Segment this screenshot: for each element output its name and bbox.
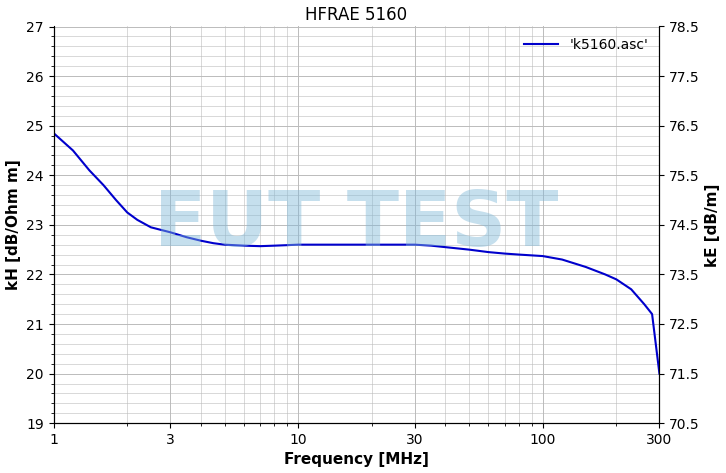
'k5160.asc' [427, 243, 436, 248]
'k5160.asc' [294, 242, 303, 247]
X-axis label: Frequency [MHz]: Frequency [MHz] [284, 453, 429, 467]
'k5160.asc' [147, 225, 155, 230]
'k5160.asc' [539, 253, 547, 259]
'k5160.asc' [182, 235, 191, 240]
Title: HFRAE 5160: HFRAE 5160 [306, 6, 407, 24]
'k5160.asc' [367, 242, 376, 247]
'k5160.asc' [209, 240, 218, 246]
Y-axis label: kE [dB/m]: kE [dB/m] [706, 183, 720, 266]
'k5160.asc' [515, 252, 523, 257]
'k5160.asc' [68, 148, 77, 153]
'k5160.asc' [240, 243, 248, 248]
'k5160.asc' [627, 287, 635, 292]
'k5160.asc' [330, 242, 338, 247]
Text: EUT TEST: EUT TEST [155, 188, 559, 262]
'k5160.asc' [391, 242, 400, 247]
Line: 'k5160.asc': 'k5160.asc' [54, 133, 659, 374]
Legend: 'k5160.asc': 'k5160.asc' [519, 34, 653, 56]
'k5160.asc' [648, 311, 656, 317]
'k5160.asc' [601, 272, 610, 277]
'k5160.asc' [465, 247, 473, 253]
'k5160.asc' [112, 197, 121, 203]
'k5160.asc' [166, 229, 175, 235]
'k5160.asc' [270, 243, 279, 248]
'k5160.asc' [350, 242, 359, 247]
'k5160.asc' [123, 210, 131, 215]
'k5160.asc' [49, 130, 58, 136]
'k5160.asc' [500, 251, 509, 256]
Y-axis label: kH [dB/Ohm m]: kH [dB/Ohm m] [6, 159, 20, 290]
'k5160.asc' [197, 238, 205, 244]
'k5160.asc' [640, 301, 648, 307]
'k5160.asc' [99, 182, 108, 188]
'k5160.asc' [410, 242, 419, 247]
'k5160.asc' [441, 245, 450, 250]
'k5160.asc' [220, 242, 229, 247]
'k5160.asc' [582, 264, 590, 270]
'k5160.asc' [655, 371, 664, 377]
'k5160.asc' [282, 242, 291, 248]
'k5160.asc' [85, 167, 94, 173]
'k5160.asc' [256, 243, 264, 249]
'k5160.asc' [484, 249, 493, 255]
'k5160.asc' [558, 257, 566, 263]
'k5160.asc' [133, 217, 142, 223]
'k5160.asc' [612, 277, 621, 282]
'k5160.asc' [313, 242, 322, 247]
